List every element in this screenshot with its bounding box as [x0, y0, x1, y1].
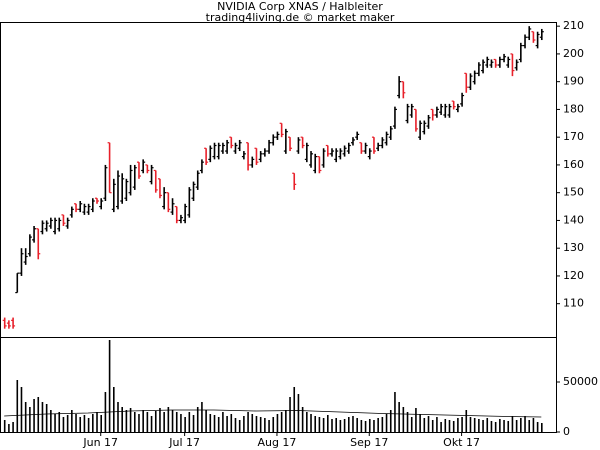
y-tick-label: 130	[563, 241, 584, 254]
y-tick-label: 120	[563, 269, 584, 282]
plot-frame	[0, 22, 557, 433]
y-tick-label: 110	[563, 297, 584, 310]
y-tick-label: 140	[563, 213, 584, 226]
volume-tick-label: 0	[563, 425, 570, 438]
y-tick-label: 180	[563, 102, 584, 115]
x-tick-label: Jul 17	[168, 436, 200, 449]
chart-subtitle: trading4living.de © market maker	[206, 11, 395, 24]
x-tick-label: Jun 17	[82, 436, 118, 449]
x-tick-label: Sep 17	[350, 436, 388, 449]
y-tick-label: 200	[563, 47, 584, 60]
y-tick-label: 150	[563, 186, 584, 199]
volume-average	[4, 409, 542, 418]
y-tick-label: 170	[563, 130, 584, 143]
x-tick-label: Aug 17	[257, 436, 296, 449]
y-tick-label: 160	[563, 158, 584, 171]
y-tick-label: 190	[563, 75, 584, 88]
x-tick-label: Okt 17	[443, 436, 480, 449]
volume-tick-label: 50000	[563, 375, 598, 388]
y-tick-label: 210	[563, 19, 584, 32]
chart-title: NVIDIA Corp XNAS / Halbleiter	[217, 0, 383, 13]
